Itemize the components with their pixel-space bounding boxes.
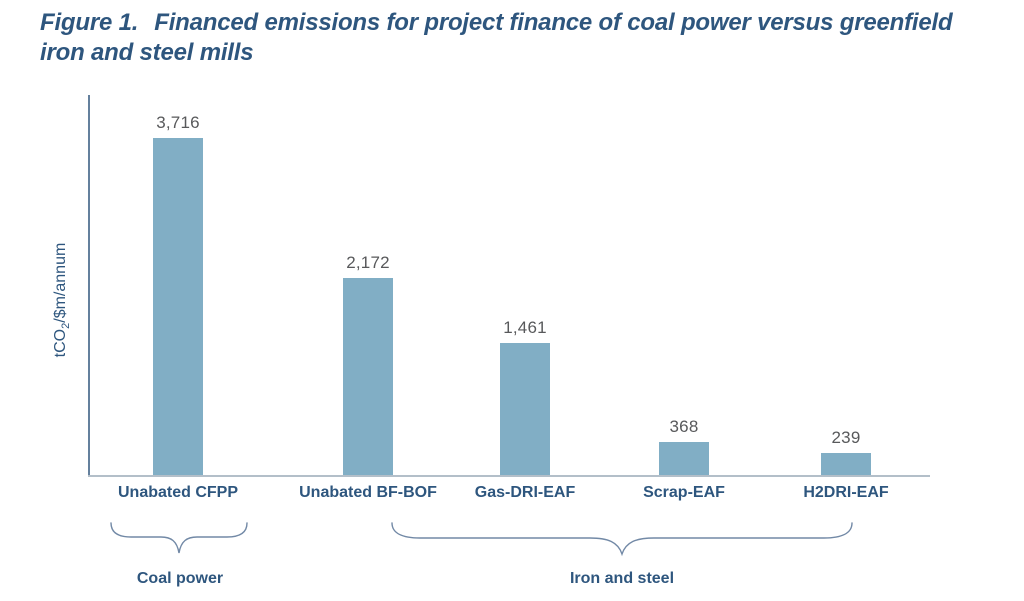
bar-scrap-eaf <box>659 442 709 475</box>
bar-h2dri-eaf <box>821 453 871 475</box>
x-axis-line <box>88 475 930 477</box>
figure-number: Figure 1. <box>40 9 139 36</box>
bar-unabated-cfpp <box>153 138 203 475</box>
tick-label-unabated-cfpp: Unabated CFPP <box>117 484 238 501</box>
coal-power-brace <box>110 522 248 554</box>
iron-and-steel-brace <box>391 522 853 557</box>
tick-label-gas-dri-eaf: Gas-DRI-EAF <box>474 484 576 501</box>
y-axis-line <box>88 95 90 477</box>
tick-label-scrap-eaf: Scrap-EAF <box>643 484 725 501</box>
bar-unabated-bf-bof <box>343 278 393 475</box>
y-axis-label: tCO2/$m/annum <box>52 242 73 358</box>
group-label-coal-power: Coal power <box>136 570 224 587</box>
figure-title: Figure 1. Financed emissions for project … <box>40 8 990 68</box>
bar-value-unabated-cfpp: 3,716 <box>156 113 200 132</box>
group-label-iron-and-steel: Iron and steel <box>569 570 675 587</box>
tick-label-unabated-bf-bof: Unabated BF-BOF <box>299 484 437 501</box>
bar-value-h2dri-eaf: 239 <box>831 428 861 447</box>
bar-gas-dri-eaf <box>500 343 550 475</box>
bar-value-unabated-bf-bof: 2,172 <box>346 253 390 272</box>
figure-title-line1: Financed emissions for project finance o… <box>154 9 953 36</box>
figure-title-line2: iron and steel mills <box>40 39 254 66</box>
bar-value-gas-dri-eaf: 1,461 <box>503 318 547 337</box>
tick-label-h2dri-eaf: H2DRI-EAF <box>803 484 889 501</box>
bar-value-scrap-eaf: 368 <box>669 417 699 436</box>
